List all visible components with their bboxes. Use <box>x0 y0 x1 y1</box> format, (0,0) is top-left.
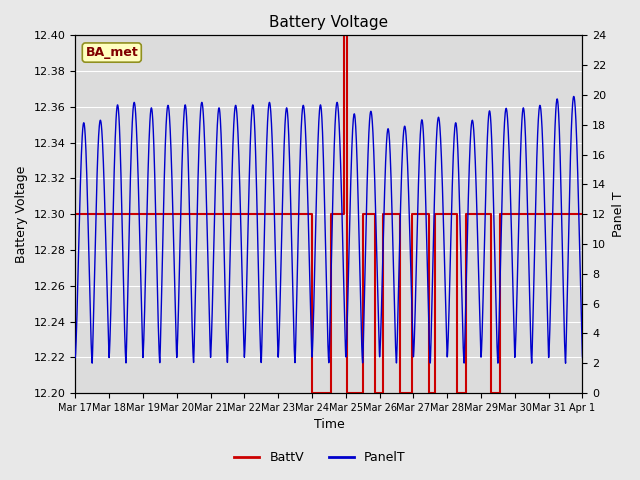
Y-axis label: Panel T: Panel T <box>612 192 625 237</box>
Text: BA_met: BA_met <box>85 46 138 59</box>
X-axis label: Time: Time <box>314 419 344 432</box>
Title: Battery Voltage: Battery Voltage <box>269 15 388 30</box>
Y-axis label: Battery Voltage: Battery Voltage <box>15 166 28 263</box>
Legend: BattV, PanelT: BattV, PanelT <box>229 446 411 469</box>
